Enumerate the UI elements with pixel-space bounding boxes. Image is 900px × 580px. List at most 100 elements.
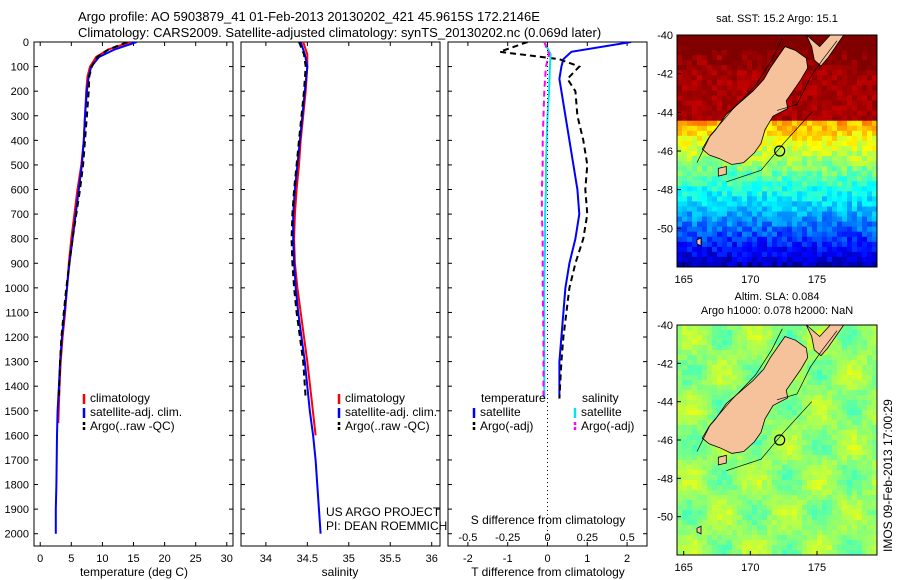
map-grid-cell [822, 455, 828, 461]
map-grid-cell [837, 470, 843, 476]
map-grid-cell [767, 221, 773, 228]
map-grid-cell [722, 530, 728, 536]
map-grid-cell [802, 251, 808, 258]
map-grid-cell [702, 380, 708, 386]
map-grid-cell [722, 340, 728, 346]
map-grid-cell [727, 80, 733, 87]
map-grid-cell [842, 65, 848, 71]
map-grid-cell [677, 261, 683, 267]
map-grid-cell [792, 550, 798, 555]
map-grid-cell [837, 65, 843, 71]
map-grid-cell [747, 550, 753, 555]
map-grid-cell [707, 196, 713, 203]
map-grid-cell [817, 246, 823, 253]
map-grid-cell [742, 540, 748, 546]
map-grid-cell [852, 435, 858, 441]
map-grid-cell [827, 380, 833, 386]
map-grid-cell [792, 430, 798, 436]
map-grid-cell [727, 35, 733, 41]
map-grid-cell [777, 480, 783, 486]
map-grid-cell [727, 340, 733, 346]
map-grid-cell [707, 201, 713, 208]
map-grid-cell [762, 35, 768, 41]
map-grid-cell [752, 40, 758, 46]
map-grid-cell [832, 161, 838, 167]
map-grid-cell [717, 191, 723, 197]
map-grid-cell [702, 75, 708, 81]
map-grid-cell [722, 360, 728, 366]
map-grid-cell [822, 540, 828, 546]
map-grid-cell [812, 445, 818, 451]
map-grid-cell [767, 181, 773, 187]
map-grid-cell [857, 445, 863, 451]
map-grid-cell [797, 515, 803, 521]
map-grid-cell [757, 246, 763, 253]
map-grid-cell [712, 550, 718, 555]
map-grid-cell [772, 425, 778, 431]
map-grid-cell [722, 535, 728, 541]
map-grid-cell [857, 60, 863, 66]
map-grid-cell [842, 385, 848, 391]
map-grid-cell [777, 525, 783, 531]
map-grid-cell [847, 530, 853, 536]
map-grid-cell [807, 455, 813, 461]
map-grid-cell [677, 475, 683, 481]
map-grid-cell [872, 231, 877, 238]
temperature-panel: 0100200300400500600700800900100011001200… [5, 37, 234, 579]
map-grid-cell [692, 226, 698, 233]
map-grid-cell [752, 490, 758, 496]
map-grid-cell [797, 161, 803, 167]
map-grid-cell [787, 445, 793, 451]
map-grid-cell [692, 186, 698, 192]
map-grid-cell [717, 490, 723, 496]
map-grid-cell [827, 140, 833, 147]
map-grid-cell [692, 130, 698, 137]
map-grid-cell [697, 490, 703, 496]
map-grid-cell [787, 251, 793, 258]
map-grid-cell [737, 241, 743, 248]
map-grid-cell [762, 510, 768, 516]
map-grid-cell [832, 420, 838, 426]
map-grid-cell [682, 201, 688, 208]
map-grid-cell [727, 60, 733, 66]
map-grid-cell [727, 495, 733, 501]
map-grid-cell [702, 360, 708, 366]
map-grid-cell [707, 40, 713, 46]
map-grid-cell [707, 495, 713, 501]
map-grid-cell [727, 65, 733, 71]
map-grid-cell [762, 455, 768, 461]
map-grid-cell [822, 201, 828, 208]
map-grid-cell [847, 390, 853, 396]
map-grid-cell [707, 65, 713, 71]
map-grid-cell [692, 355, 698, 361]
map-grid-cell [872, 415, 877, 421]
map-grid-cell [822, 440, 828, 446]
map-grid-cell [817, 120, 823, 127]
map-grid-cell [777, 50, 783, 56]
map-grid-cell [707, 395, 713, 401]
map-grid-cell [807, 420, 813, 426]
map-grid-cell [867, 161, 873, 167]
map-grid-cell [677, 191, 683, 197]
map-grid-cell [767, 455, 773, 461]
map-grid-cell [757, 256, 763, 263]
map-grid-cell [867, 100, 873, 107]
map-grid-cell [812, 115, 818, 122]
map-grid-cell [767, 125, 773, 132]
map-grid-cell [847, 85, 853, 92]
map-grid-cell [862, 166, 868, 172]
map-grid-cell [822, 325, 828, 331]
map-grid-cell [752, 241, 758, 248]
map-grid-cell [827, 435, 833, 441]
map-grid-cell [747, 256, 753, 263]
map-grid-cell [717, 340, 723, 346]
map-grid-cell [792, 460, 798, 466]
map-grid-cell [712, 450, 718, 456]
map-grid-cell [812, 166, 818, 172]
map-grid-cell [762, 540, 768, 546]
map-grid-cell [712, 335, 718, 341]
map-grid-cell [857, 151, 863, 157]
map-grid-cell [762, 465, 768, 471]
map-grid-cell [777, 550, 783, 555]
south-island-land [701, 46, 809, 165]
